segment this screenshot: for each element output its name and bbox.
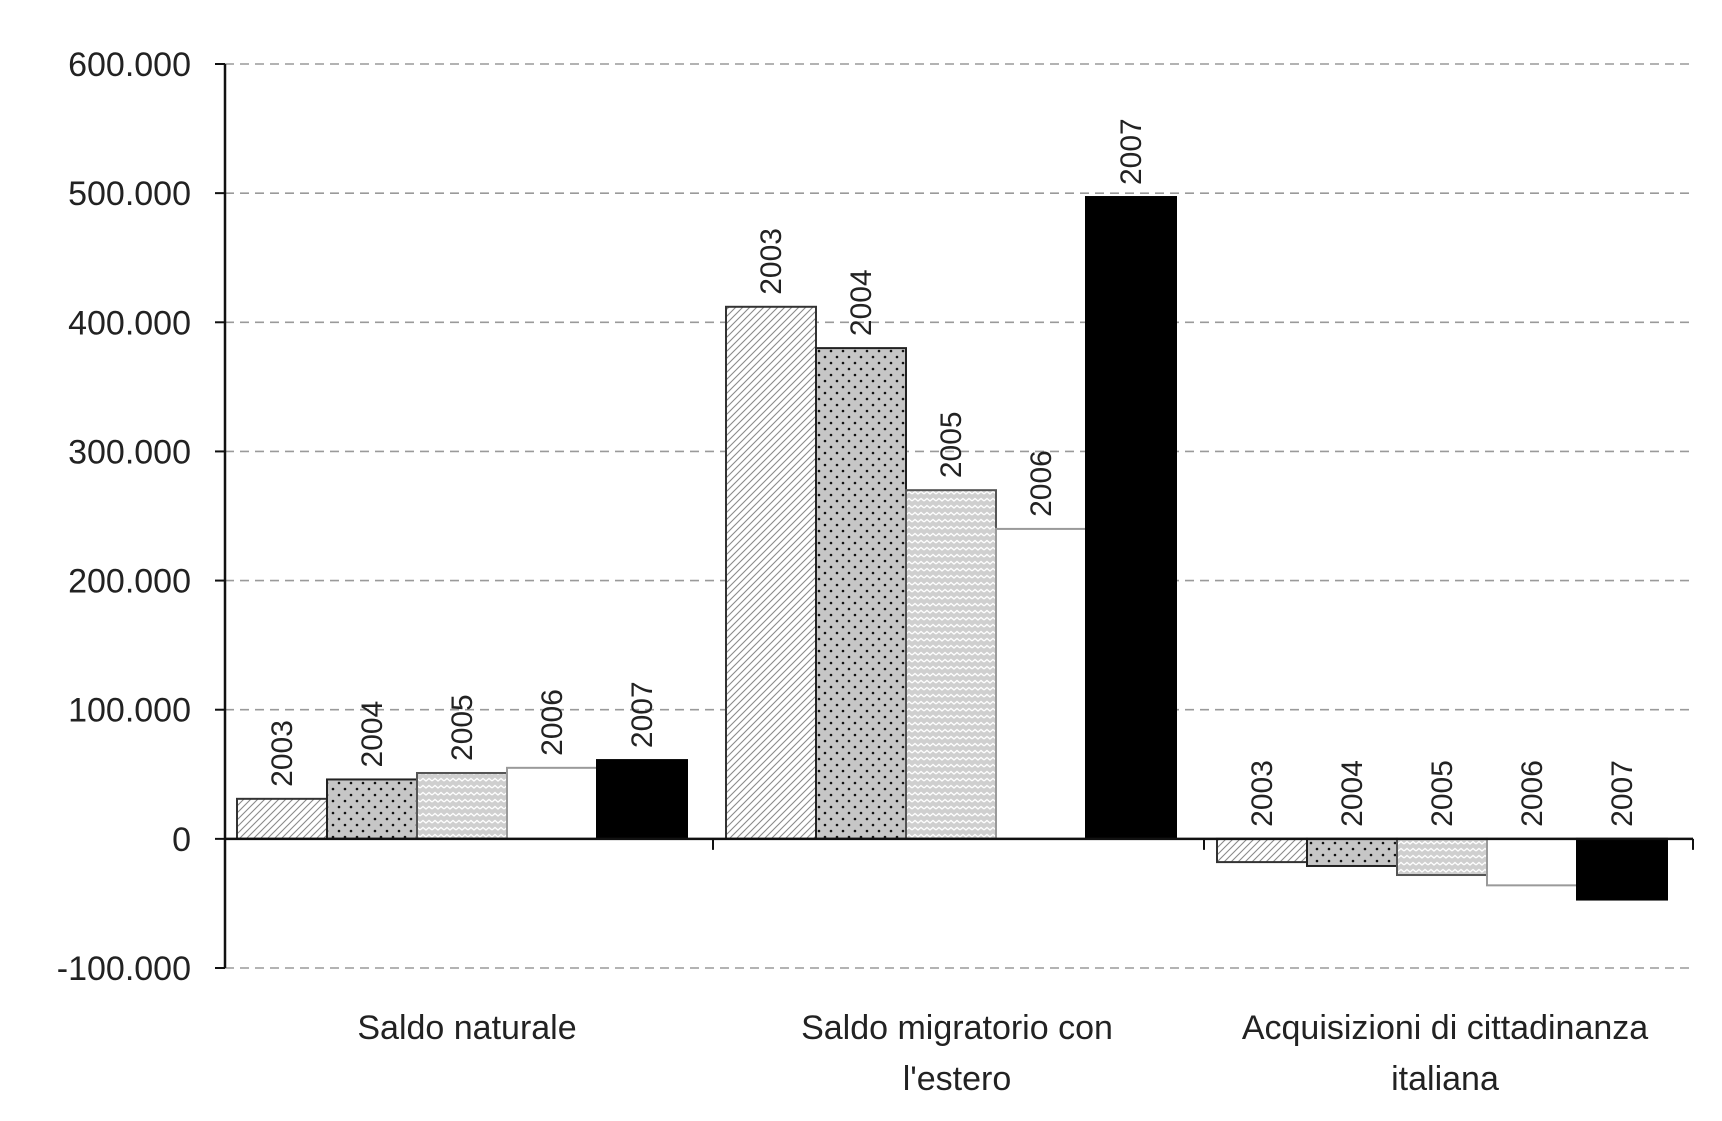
y-tick-label: 300.000 <box>68 433 191 471</box>
bar <box>596 759 688 840</box>
bar-data-label: 2004 <box>1336 760 1369 827</box>
bar <box>905 489 997 840</box>
bar-data-label: 2004 <box>356 701 389 768</box>
y-tick-label: 0 <box>172 821 191 859</box>
y-tick-label: 500.000 <box>68 175 191 213</box>
bar <box>1085 196 1177 840</box>
y-tick-label: 200.000 <box>68 563 191 601</box>
bar-data-label: 2007 <box>1606 760 1639 827</box>
bar-data-label: 2003 <box>755 228 788 295</box>
bar <box>236 797 328 840</box>
bar-data-label: 2003 <box>266 720 299 787</box>
bar <box>326 778 418 840</box>
bar <box>416 771 508 840</box>
bar <box>1306 837 1398 867</box>
category-label: italiana <box>1391 1060 1499 1098</box>
y-tick-label: 400.000 <box>68 304 191 342</box>
bar <box>725 305 817 840</box>
category-label: Acquisizioni di cittadinanza <box>1242 1009 1648 1047</box>
bar <box>1216 837 1308 864</box>
bar <box>995 527 1087 840</box>
bar-data-label: 2004 <box>845 269 878 336</box>
bar-data-label: 2006 <box>1025 450 1058 517</box>
category-label: Saldo naturale <box>357 1009 576 1047</box>
bar-data-label: 2007 <box>626 681 659 748</box>
category-label: Saldo migratorio con <box>801 1009 1113 1047</box>
bar <box>1576 837 1668 901</box>
bar <box>815 347 907 840</box>
y-tick-label: 100.000 <box>68 692 191 730</box>
bar-data-label: 2005 <box>935 411 968 478</box>
category-label: l'estero <box>903 1060 1012 1098</box>
bar <box>506 766 598 840</box>
bar-data-label: 2005 <box>1426 760 1459 827</box>
bar-data-label: 2006 <box>536 689 569 756</box>
bar-data-label: 2006 <box>1516 760 1549 827</box>
bar-data-label: 2003 <box>1246 760 1279 827</box>
bar <box>1396 837 1488 877</box>
bar-data-label: 2005 <box>446 694 479 761</box>
y-tick-label: -100.000 <box>57 950 191 988</box>
bar <box>1486 837 1578 887</box>
bar-data-label: 2007 <box>1115 118 1148 185</box>
y-tick-label: 600.000 <box>68 46 191 84</box>
